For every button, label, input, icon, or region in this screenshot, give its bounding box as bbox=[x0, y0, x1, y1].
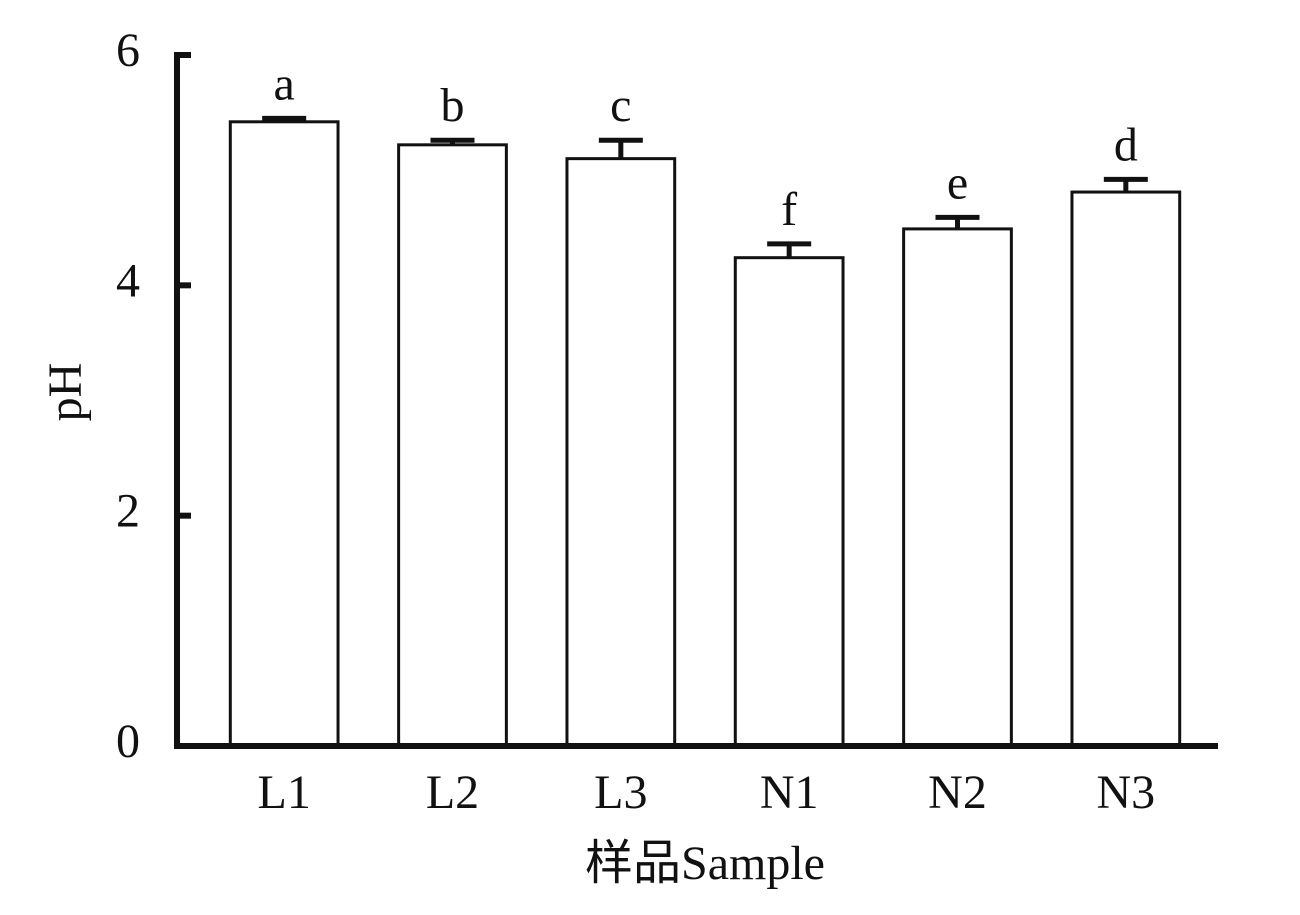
y-tick-label: 2 bbox=[116, 485, 140, 538]
x-tick-label: L3 bbox=[594, 766, 647, 819]
bar bbox=[565, 157, 677, 748]
bar bbox=[397, 143, 508, 748]
error-bar bbox=[598, 137, 643, 159]
x-axis-label: 样品Sample bbox=[585, 837, 825, 890]
bar bbox=[1070, 190, 1182, 748]
x-tick-label: N1 bbox=[760, 766, 819, 819]
error-bar bbox=[935, 214, 980, 229]
significance-letter: f bbox=[781, 183, 797, 236]
x-tick-label: L1 bbox=[258, 766, 311, 819]
bar bbox=[733, 256, 845, 748]
bar bbox=[902, 227, 1013, 748]
error-bar bbox=[767, 241, 812, 258]
x-tick-label: N2 bbox=[928, 766, 987, 819]
bar bbox=[228, 120, 340, 748]
x-tick-label: L2 bbox=[426, 766, 479, 819]
significance-letter: d bbox=[1114, 118, 1138, 171]
y-tick-label: 6 bbox=[116, 24, 140, 77]
error-bar bbox=[430, 137, 475, 145]
error-bar bbox=[262, 115, 307, 122]
significance-letter: c bbox=[610, 79, 631, 132]
error-bar bbox=[1103, 176, 1148, 193]
x-tick-label: N3 bbox=[1096, 766, 1155, 819]
significance-letter: b bbox=[441, 79, 465, 132]
y-axis-label: pH bbox=[39, 363, 92, 422]
significance-letter: a bbox=[274, 57, 295, 110]
significance-letter: e bbox=[947, 156, 968, 209]
y-tick-label: 4 bbox=[116, 254, 140, 307]
y-tick-label: 0 bbox=[116, 715, 140, 768]
